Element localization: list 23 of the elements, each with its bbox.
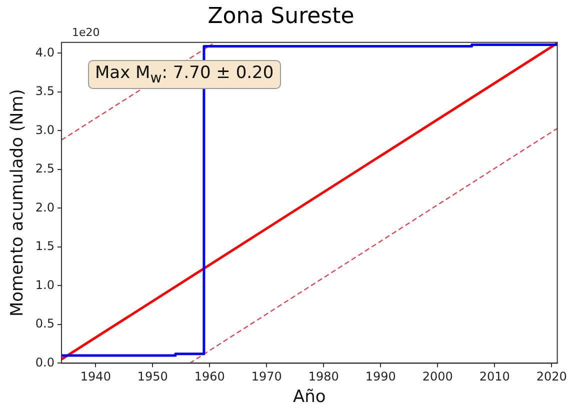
x-tick-label: 1960 xyxy=(194,370,225,384)
x-tick-label: 1970 xyxy=(251,370,282,384)
x-tick-label: 1990 xyxy=(365,370,396,384)
chart-title: Zona Sureste xyxy=(208,4,354,29)
y-tick-label: 0.0 xyxy=(35,355,54,370)
x-tick-label: 1940 xyxy=(80,370,111,384)
y-tick-label: 3.0 xyxy=(35,122,54,137)
y-tick-label: 2.5 xyxy=(35,162,54,176)
x-tick-label: 2010 xyxy=(479,370,510,384)
x-tick-label: 1950 xyxy=(137,370,168,384)
y-tick-label: 2.0 xyxy=(35,200,54,214)
x-tick-label: 2020 xyxy=(536,370,567,384)
x-tick-label: 1980 xyxy=(308,370,339,384)
y-tick-label: 3.5 xyxy=(35,84,54,98)
y-tick-label: 1.5 xyxy=(35,239,54,254)
text: 1e20 xyxy=(72,26,100,39)
y-tick-label: 1.0 xyxy=(35,278,54,292)
y-tick-label: 0.5 xyxy=(35,316,54,331)
y-tick-label: 4.0 xyxy=(35,45,54,60)
x-axis-title: Año xyxy=(292,387,326,408)
x-tick-label: 2000 xyxy=(422,370,453,384)
annotation: Max M$_{w}$: 7.70 ± 0.20 xyxy=(88,60,281,90)
y-axis-title: Momento acumulado (Nm) xyxy=(8,89,28,317)
